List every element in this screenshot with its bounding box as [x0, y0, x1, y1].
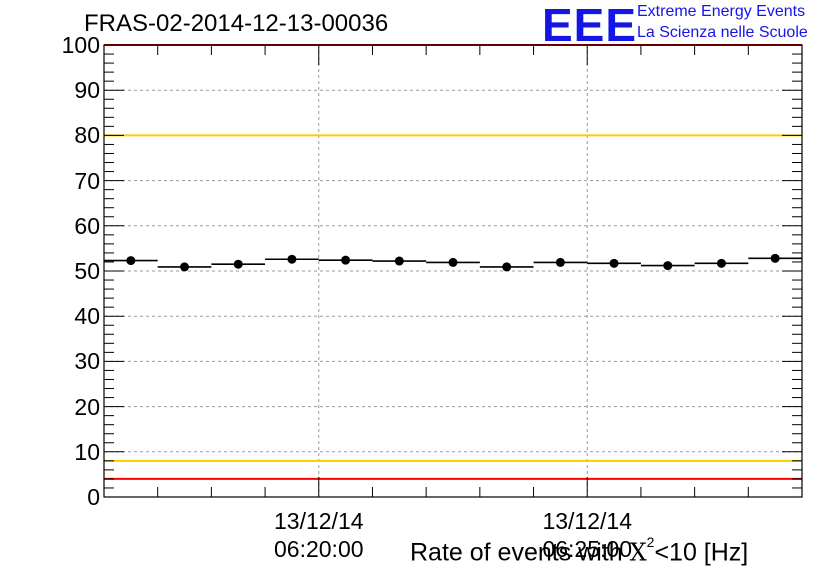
chi-symbol: X [629, 538, 647, 567]
data-point [555, 257, 565, 267]
y-tick-label: 20 [74, 393, 100, 420]
x-axis-label: Rate of events with X2<10 [Hz] [410, 534, 749, 567]
y-tick-label: 30 [74, 348, 100, 375]
data-point [502, 262, 512, 272]
chart-title: FRAS-02-2014-12-13-00036 [84, 10, 389, 37]
logo-text-line1: Extreme Energy Events [637, 3, 806, 20]
x-tick-date-label: 13/12/14 [542, 508, 632, 534]
data-point [180, 262, 190, 272]
x-axis-label-suffix: <10 [Hz] [654, 538, 749, 567]
y-tick-label: 90 [74, 77, 100, 104]
x-tick-time-label: 06:20:00 [274, 536, 364, 562]
data-point [663, 261, 673, 271]
eee-logo-mark: EEE [542, 0, 638, 51]
x-axis-label-prefix: Rate of events with [410, 538, 630, 567]
y-tick-label: 70 [74, 167, 100, 194]
y-tick-label: 50 [74, 258, 100, 284]
data-point [716, 258, 726, 268]
data-point [341, 255, 351, 265]
y-tick-label: 10 [74, 438, 100, 465]
y-tick-label: 100 [61, 32, 100, 58]
data-point [126, 256, 136, 266]
data-point [609, 258, 619, 268]
x-tick-date-label: 13/12/14 [274, 508, 364, 534]
y-tick-label: 80 [74, 122, 100, 149]
data-point [394, 256, 404, 266]
y-tick-label: 60 [74, 212, 100, 239]
logo-text-line2: La Scienza nelle Scuole [637, 24, 808, 41]
y-tick-label: 0 [87, 484, 100, 510]
data-point [770, 253, 780, 263]
data-point [287, 254, 297, 264]
data-point [448, 257, 458, 267]
chi-exponent: 2 [646, 534, 655, 550]
data-point [233, 259, 243, 269]
y-tick-label: 40 [74, 303, 100, 330]
x-tick-time-label: 06:25:00 [542, 536, 632, 562]
